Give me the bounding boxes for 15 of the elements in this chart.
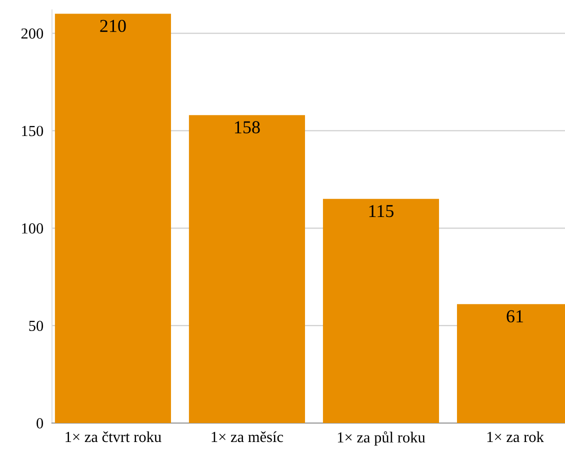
y-tick-label: 50 [29, 320, 44, 332]
x-tick-label: 1× za měsíc [212, 431, 284, 442]
y-tick-label: 0 [36, 418, 44, 428]
bar [188, 115, 306, 424]
y-tick-label: 150 [22, 126, 44, 136]
y-tick-label: 200 [21, 28, 44, 39]
x-tick-label: 1× za rok [487, 431, 544, 442]
data-label: 158 [235, 121, 260, 134]
bar [54, 14, 171, 424]
x-tick-label: 1× za půl roku [338, 431, 426, 446]
data-label: 210 [100, 20, 126, 32]
data-label: 61 [506, 310, 523, 322]
y-tick-label: 100 [22, 223, 44, 234]
data-label: 115 [369, 205, 394, 218]
x-tick-label: 1× za čtvrt roku [66, 431, 162, 442]
